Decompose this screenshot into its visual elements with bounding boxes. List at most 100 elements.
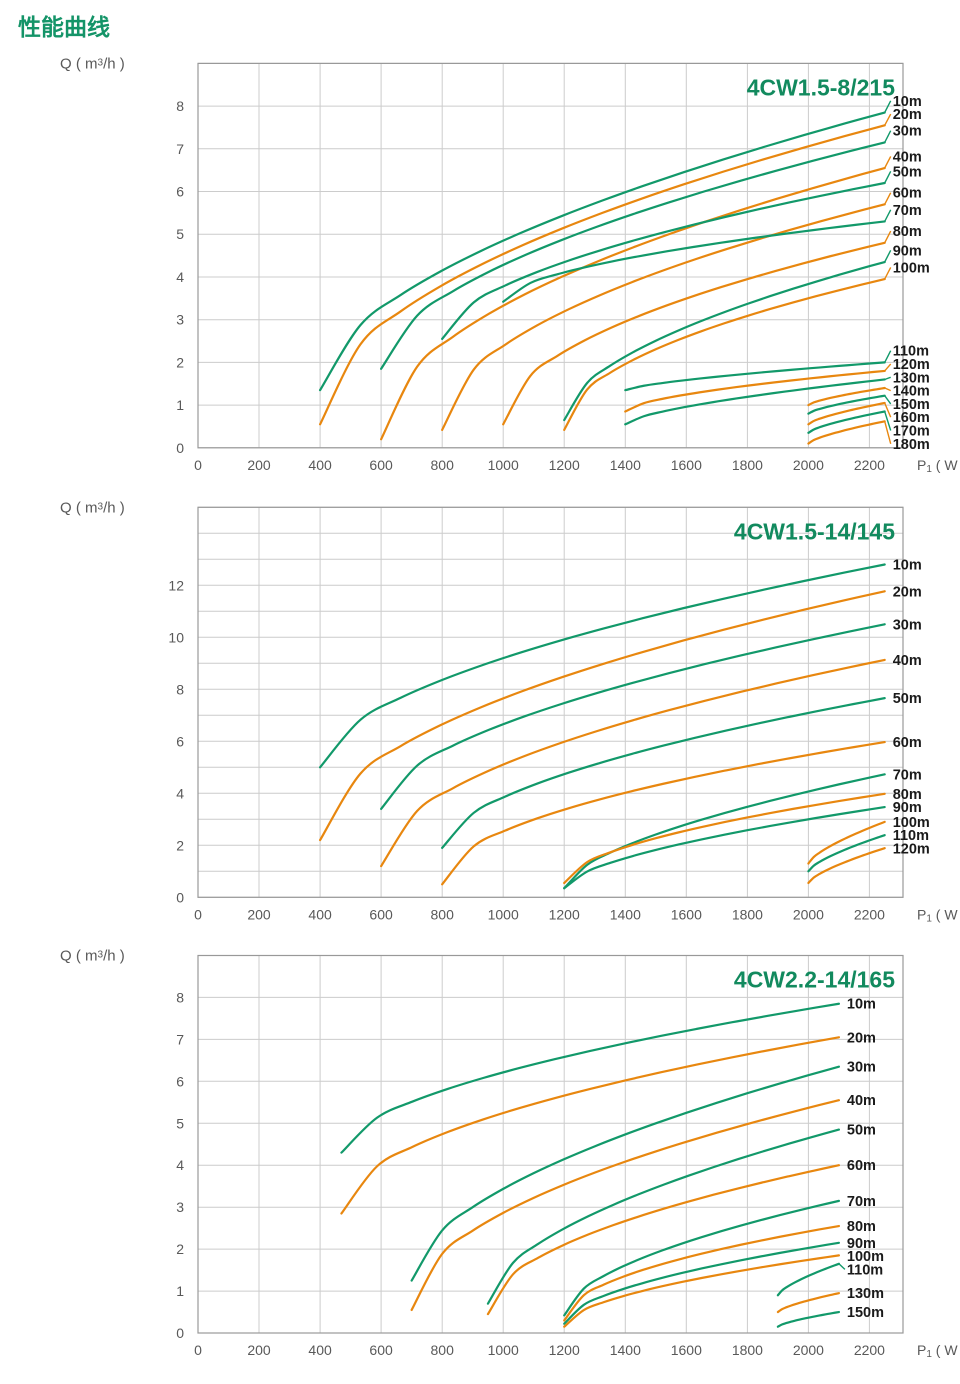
svg-text:8: 8 [176, 681, 184, 697]
svg-text:40m: 40m [893, 653, 922, 669]
svg-text:2: 2 [176, 837, 184, 853]
svg-text:70m: 70m [893, 767, 922, 783]
svg-text:1000: 1000 [488, 906, 519, 922]
svg-text:1600: 1600 [671, 906, 702, 922]
svg-text:P1 ( W ): P1 ( W ) [917, 906, 960, 924]
svg-text:1600: 1600 [671, 457, 702, 473]
svg-text:1600: 1600 [671, 1342, 702, 1358]
svg-text:800: 800 [431, 1342, 455, 1358]
svg-text:3: 3 [176, 1199, 184, 1215]
svg-text:60m: 60m [893, 735, 922, 751]
svg-text:20m: 20m [893, 107, 922, 123]
svg-text:600: 600 [369, 906, 393, 922]
svg-text:0: 0 [176, 1325, 184, 1341]
svg-text:400: 400 [308, 906, 332, 922]
svg-text:6: 6 [176, 184, 184, 200]
svg-text:1: 1 [176, 397, 184, 413]
svg-text:10m: 10m [847, 997, 876, 1013]
svg-text:800: 800 [431, 457, 455, 473]
svg-text:1400: 1400 [610, 457, 641, 473]
svg-text:3: 3 [176, 312, 184, 328]
svg-text:4CW1.5-14/145: 4CW1.5-14/145 [734, 518, 895, 544]
svg-text:60m: 60m [847, 1158, 876, 1174]
svg-text:0: 0 [194, 1342, 202, 1358]
svg-text:80m: 80m [847, 1219, 876, 1235]
svg-text:800: 800 [431, 906, 455, 922]
svg-text:400: 400 [308, 457, 332, 473]
svg-text:1400: 1400 [610, 1342, 641, 1358]
svg-text:2: 2 [176, 354, 184, 370]
svg-text:5: 5 [176, 226, 184, 242]
svg-text:10m: 10m [893, 558, 922, 574]
svg-text:7: 7 [176, 141, 184, 157]
svg-text:70m: 70m [847, 1194, 876, 1210]
svg-text:6: 6 [176, 1073, 184, 1089]
svg-text:10: 10 [168, 629, 184, 645]
svg-text:5: 5 [176, 1115, 184, 1131]
svg-text:1200: 1200 [549, 906, 580, 922]
svg-text:40m: 40m [847, 1093, 876, 1109]
svg-text:1200: 1200 [549, 457, 580, 473]
svg-text:0: 0 [176, 889, 184, 905]
svg-text:1200: 1200 [549, 1342, 580, 1358]
svg-text:8: 8 [176, 989, 184, 1005]
svg-text:150m: 150m [847, 1305, 884, 1321]
svg-text:50m: 50m [893, 691, 922, 707]
svg-text:0: 0 [194, 457, 202, 473]
svg-text:60m: 60m [893, 186, 922, 202]
svg-text:90m: 90m [893, 243, 922, 259]
svg-text:130m: 130m [847, 1286, 884, 1302]
svg-text:1800: 1800 [732, 1342, 763, 1358]
svg-text:2000: 2000 [793, 457, 824, 473]
svg-text:4CW2.2-14/165: 4CW2.2-14/165 [734, 967, 895, 993]
svg-text:20m: 20m [893, 584, 922, 600]
svg-text:8: 8 [176, 98, 184, 114]
svg-text:6: 6 [176, 733, 184, 749]
svg-text:0: 0 [176, 440, 184, 456]
svg-text:4: 4 [176, 785, 184, 801]
svg-text:4: 4 [176, 1157, 184, 1173]
svg-text:Q ( m3/h ): Q ( m3/h ) [60, 948, 125, 965]
svg-text:1800: 1800 [732, 457, 763, 473]
svg-text:7: 7 [176, 1031, 184, 1047]
svg-text:30m: 30m [893, 124, 922, 140]
svg-text:70m: 70m [893, 203, 922, 219]
svg-text:80m: 80m [893, 224, 922, 240]
svg-text:4: 4 [176, 269, 184, 285]
svg-text:600: 600 [369, 457, 393, 473]
svg-text:2: 2 [176, 1241, 184, 1257]
svg-text:120m: 120m [893, 842, 930, 858]
svg-text:100m: 100m [893, 260, 930, 276]
svg-text:Q ( m3/h ): Q ( m3/h ) [60, 55, 125, 72]
svg-text:200: 200 [247, 457, 271, 473]
svg-text:400: 400 [308, 1342, 332, 1358]
svg-text:180m: 180m [893, 437, 930, 453]
svg-text:Q ( m3/h ): Q ( m3/h ) [60, 499, 125, 516]
svg-text:110m: 110m [847, 1262, 883, 1278]
svg-text:50m: 50m [847, 1123, 876, 1139]
svg-text:1400: 1400 [610, 906, 641, 922]
svg-text:P1 ( W ): P1 ( W ) [917, 457, 960, 475]
svg-text:2000: 2000 [793, 906, 824, 922]
svg-text:12: 12 [168, 577, 184, 593]
svg-text:0: 0 [194, 906, 202, 922]
svg-text:200: 200 [247, 906, 271, 922]
svg-text:30m: 30m [847, 1060, 876, 1076]
svg-text:2000: 2000 [793, 1342, 824, 1358]
svg-text:1000: 1000 [488, 1342, 519, 1358]
svg-text:2200: 2200 [854, 1342, 885, 1358]
svg-text:40m: 40m [893, 149, 922, 165]
svg-text:2200: 2200 [854, 457, 885, 473]
svg-text:200: 200 [247, 1342, 271, 1358]
svg-text:600: 600 [369, 1342, 393, 1358]
svg-text:4CW1.5-8/215: 4CW1.5-8/215 [747, 74, 896, 100]
svg-text:1000: 1000 [488, 457, 519, 473]
svg-text:2200: 2200 [854, 906, 885, 922]
svg-text:90m: 90m [893, 800, 922, 816]
svg-text:1800: 1800 [732, 906, 763, 922]
svg-text:1: 1 [176, 1283, 184, 1299]
svg-text:30m: 30m [893, 617, 922, 633]
svg-text:50m: 50m [893, 164, 922, 180]
svg-text:20m: 20m [847, 1030, 876, 1046]
svg-text:P1 ( W ): P1 ( W ) [917, 1342, 960, 1360]
